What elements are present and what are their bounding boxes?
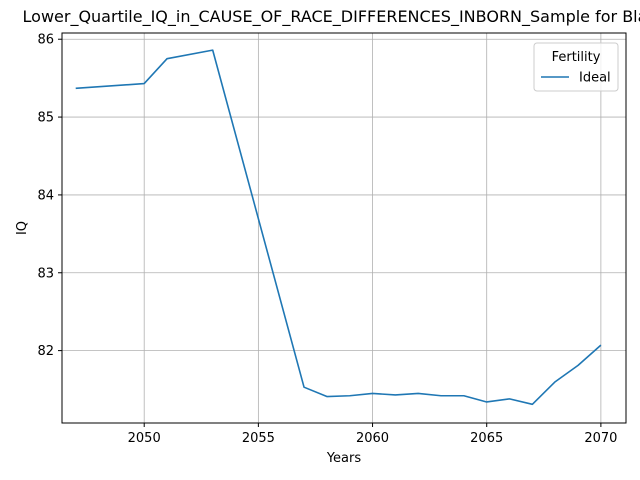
y-tick-label: 84: [37, 188, 54, 203]
plot-lines: [75, 49, 602, 406]
y-axis-label: IQ: [15, 221, 30, 235]
chart-title: Lower_Quartile_IQ_in_CAUSE_OF_RACE_DIFFE…: [23, 7, 640, 27]
legend-entries: Ideal: [541, 71, 611, 86]
y-tick-label: 85: [37, 111, 54, 126]
x-tick-label: 2065: [470, 431, 503, 446]
x-tick-label: 2050: [128, 431, 161, 446]
x-axis-label: Years: [326, 451, 362, 466]
grid: [62, 33, 626, 423]
x-tick-label: 2070: [584, 431, 617, 446]
legend-title: Fertility: [552, 50, 601, 65]
legend-label: Ideal: [579, 71, 611, 86]
x-tick-label: 2060: [356, 431, 389, 446]
ticks: 2050 2055 2060 2065 2070 82 83 84 85 86: [37, 33, 617, 446]
legend: Fertility Ideal: [533, 42, 619, 92]
y-tick-label: 83: [37, 266, 54, 281]
y-tick-label: 86: [37, 33, 54, 48]
series-line-ideal: [75, 49, 602, 406]
axes-frame: [61, 32, 627, 424]
x-tick-label: 2055: [242, 431, 275, 446]
y-tick-label: 82: [37, 344, 54, 359]
legend-box: [533, 42, 619, 92]
